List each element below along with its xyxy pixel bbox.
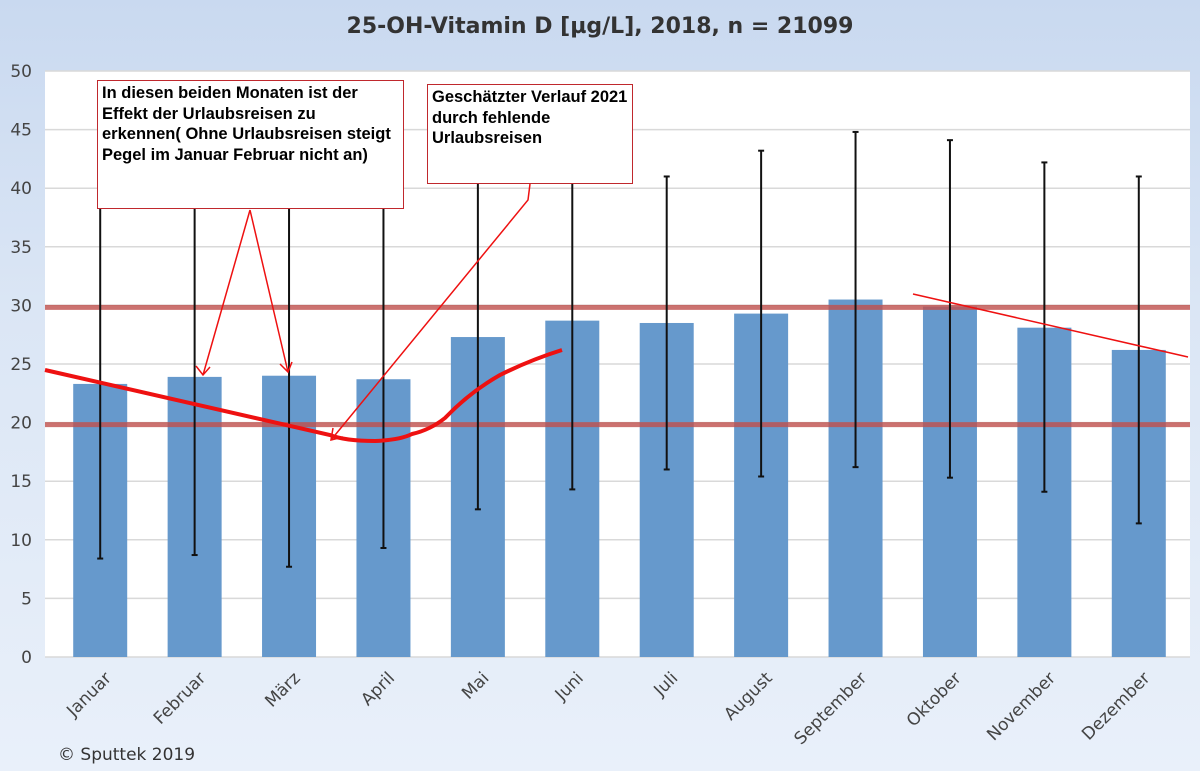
y-tick-label: 5 [21,589,32,609]
x-tick-label: Mai [458,668,493,703]
y-tick-label: 25 [10,355,32,375]
y-tick-label: 50 [10,62,32,82]
x-tick-label: Oktober [903,668,966,731]
x-tick-label: Juli [650,668,683,701]
copyright: © Sputtek 2019 [58,745,196,765]
trend-line-autumn [912,293,1189,358]
y-tick-label: 40 [10,179,32,199]
x-tick-label: März [261,668,304,711]
estimated-trend-curve [44,348,563,444]
x-tick-label: Januar [62,668,115,721]
x-tick-label: Juni [551,668,588,705]
y-tick-label: 15 [10,472,32,492]
y-tick-label: 45 [10,121,32,141]
annotation-estimated-trend: Geschätzter Verlauf 2021 durch fehlende … [427,84,633,184]
y-tick-label: 20 [10,414,32,434]
annotation-arrow-trend [330,183,531,442]
chart-title: 25-OH-Vitamin D [µg/L], 2018, n = 21099 [346,14,854,39]
x-tick-label: September [790,668,871,749]
y-tick-label: 30 [10,296,32,316]
annotation-holiday-effect: In diesen beiden Monaten ist der Effekt … [97,80,404,209]
y-tick-label: 0 [21,648,32,668]
x-tick-label: April [357,668,399,710]
x-tick-label: November [983,668,1060,745]
x-tick-label: Dezember [1078,668,1154,744]
x-tick-label: August [720,668,776,724]
annotation-arrows-holiday [195,209,293,377]
y-tick-label: 10 [10,531,32,551]
x-tick-label: Februar [150,668,210,728]
y-tick-label: 35 [10,238,32,258]
